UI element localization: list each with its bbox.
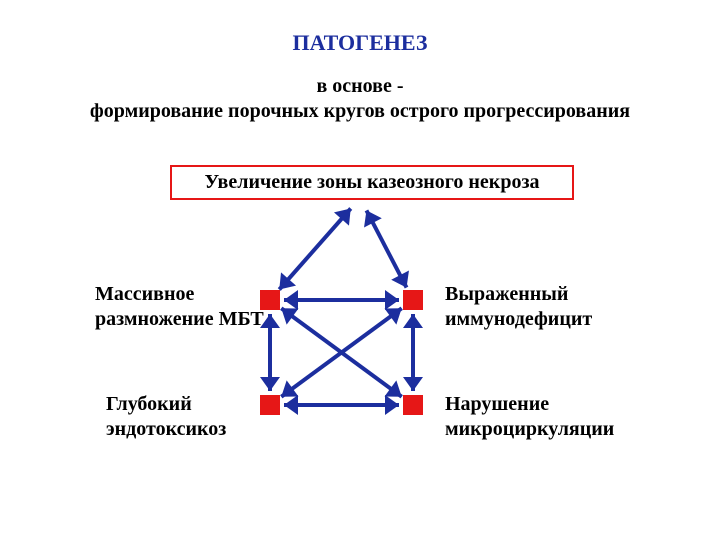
- subtitle-line-2: формирование порочных кругов острого про…: [0, 100, 720, 123]
- label-massive-l2: размножение МБТ: [95, 308, 264, 330]
- label-microcirc-l2: микроциркуляции: [445, 418, 614, 440]
- label-massive: Массивное размножение МБТ: [95, 282, 264, 332]
- node-right1: [403, 290, 423, 310]
- label-endotox-l1: Глубокий: [106, 393, 192, 415]
- page-title: ПАТОГЕНЕЗ: [0, 30, 720, 56]
- label-immuno-l2: иммунодефицит: [445, 308, 592, 330]
- subtitle-line-1: в основе -: [0, 75, 720, 98]
- label-microcirc: Нарушение микроциркуляции: [445, 392, 614, 442]
- label-immuno: Выраженный иммунодефицит: [445, 282, 592, 332]
- label-microcirc-l1: Нарушение: [445, 393, 549, 415]
- node-left2: [260, 395, 280, 415]
- diagram-stage: { "canvas": { "width": 720, "height": 54…: [0, 0, 720, 540]
- label-endotox-l2: эндотоксикоз: [106, 418, 226, 440]
- label-massive-l1: Массивное: [95, 283, 194, 305]
- label-immuno-l1: Выраженный: [445, 283, 568, 305]
- necrosis-box: Увеличение зоны казеозного некроза: [170, 165, 574, 200]
- label-endotox: Глубокий эндотоксикоз: [106, 392, 226, 442]
- node-right2: [403, 395, 423, 415]
